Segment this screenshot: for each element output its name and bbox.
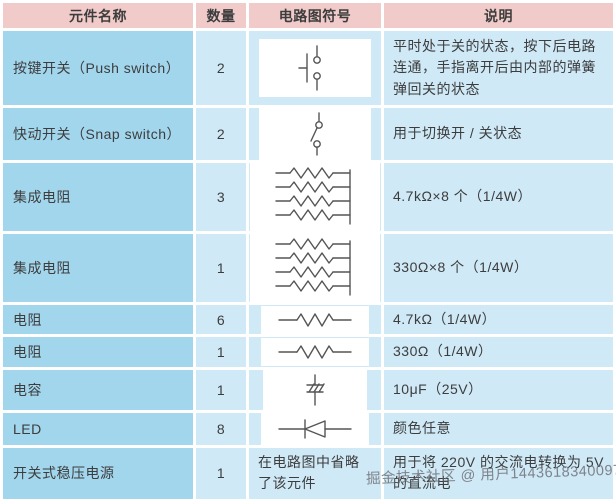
led-icon [261,412,369,445]
column-header-component-name: 元件名称 [3,3,193,28]
table-row: 快动开关（Snap switch） 2 用于切换开 / 关状态 [3,108,613,160]
table-row: 按键开关（Push switch） 2 平时处于关的状态，按下后电路连通，手指离开… [3,31,613,105]
quantity-cell: 3 [196,163,246,231]
resistor-array-icon [250,163,380,231]
circuit-symbol-cell [249,369,381,410]
table-row: 电阻 6 4.7kΩ（1/4W） [3,305,613,335]
table-row: 电阻 1 330Ω（1/4W） [3,337,613,367]
capacitor-icon [263,369,367,410]
component-name-cell: 电容 [3,369,193,410]
component-name-cell: 电阻 [3,337,193,367]
quantity-cell: 1 [196,337,246,367]
circuit-symbol-cell [249,337,381,367]
quantity-cell: 6 [196,305,246,335]
table-row: 集成电阻 3 4.7kΩ×8 个（1/4W） [3,163,613,231]
description-cell: 330Ω×8 个（1/4W） [384,234,613,302]
description-cell: 平时处于关的状态，按下后电路连通，手指离开后由内部的弹簧弹回关的状态 [384,31,613,105]
resistor-icon [261,305,369,334]
column-header-circuit-symbol: 电路图符号 [249,3,381,28]
column-header-description: 说明 [384,3,613,28]
description-cell: 10μF（25V） [384,369,613,410]
circuit-symbol-cell [249,31,381,105]
quantity-cell: 8 [196,412,246,445]
table-row: LED 8 颜色任意 [3,412,613,445]
quantity-cell: 1 [196,447,246,499]
table-row: 开关式稳压电源 1 在电路图中省略了该元件 用于将 220V 的交流电转换为 5V 的… [3,447,613,499]
description-cell: 颜色任意 [384,412,613,445]
quantity-cell: 1 [196,369,246,410]
circuit-symbol-cell [249,234,381,302]
component-name-cell: 集成电阻 [3,163,193,231]
resistor-icon [261,337,369,366]
description-cell: 4.7kΩ（1/4W） [384,305,613,335]
description-cell: 用于切换开 / 关状态 [384,108,613,160]
component-name-cell: LED [3,412,193,445]
table-body: 按键开关（Push switch） 2 平时处于关的状态，按下后电路连通，手指离开… [3,31,613,501]
table-row: 电容 1 10μF（25V） [3,369,613,410]
header-row: 元件名称 数量 电路图符号 说明 [3,3,613,28]
component-name-cell: 开关式稳压电源 [3,447,193,499]
circuit-symbol-cell: 在电路图中省略了该元件 [249,447,381,499]
component-name-cell: 快动开关（Snap switch） [3,108,193,160]
component-name-cell: 按键开关（Push switch） [3,31,193,105]
resistor-array-icon [250,234,380,302]
component-name-cell: 电阻 [3,305,193,335]
push-switch-icon [259,39,371,97]
circuit-symbol-cell [249,163,381,231]
quantity-cell: 1 [196,234,246,302]
circuit-symbol-cell [249,412,381,445]
description-cell: 4.7kΩ×8 个（1/4W） [384,163,613,231]
circuit-symbol-cell [249,305,381,335]
snap-switch-icon [259,108,371,160]
quantity-cell: 2 [196,31,246,105]
description-cell: 330Ω（1/4W） [384,337,613,367]
circuit-symbol-cell [249,108,381,160]
quantity-cell: 2 [196,108,246,160]
description-cell: 用于将 220V 的交流电转换为 5V 的直流电 [384,447,613,499]
component-name-cell: 集成电阻 [3,234,193,302]
table-row: 集成电阻 1 330Ω×8 个（1/4W） [3,234,613,302]
column-header-quantity: 数量 [196,3,246,28]
